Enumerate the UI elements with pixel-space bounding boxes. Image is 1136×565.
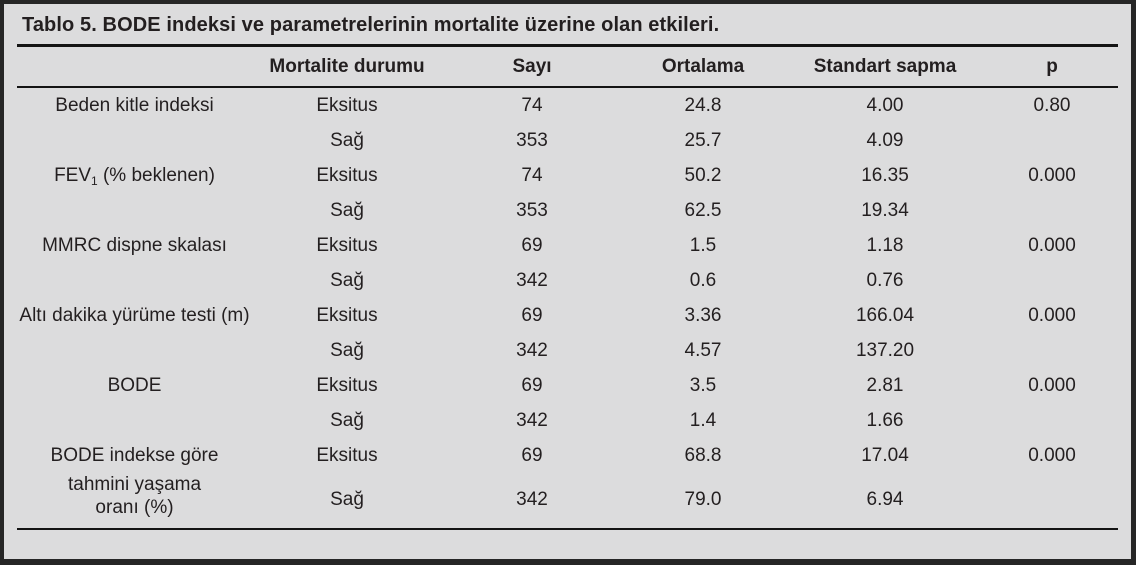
cell-status: Sağ [330,488,364,510]
cell-p: 0.000 [1028,375,1076,396]
table-row: BODE Eksitus 69 3.5 2.81 0.000 [17,368,1118,403]
cell-status: Eksitus [316,305,378,326]
header-row: Mortalite durumu Sayı Ortalama Standart … [17,47,1118,87]
cell-p: 0.000 [1028,165,1076,186]
cell-p [986,333,1118,368]
table-row: Sağ 353 25.7 4.09 [17,123,1118,158]
cell-count: 342 [516,340,548,361]
cell-status: Sağ [330,200,364,221]
table-row: Sağ 342 4.57 137.20 [17,333,1118,368]
cell-sd: 166.04 [855,305,915,326]
cell-parameter: BODE indekse göre tahmini yaşama oranı (… [17,438,252,525]
cell-sd: 19.34 [861,200,909,221]
cell-count: 74 [521,95,543,116]
column-header-parameter [17,47,252,87]
cell-count: 69 [521,445,543,466]
table-row: Sağ 342 1.4 1.66 [17,403,1118,438]
cell-sd: 6.94 [866,488,904,510]
cell-mean: 24.8 [684,95,722,116]
cell-p: 0.000 [1028,305,1076,326]
cell-count: 69 [521,375,543,396]
cell-sd: 137.20 [855,340,915,361]
column-header-mean: Ortalama [661,56,745,77]
cell-p [986,482,1118,526]
cell-parameter: FEV1 (% beklenen) [17,158,252,228]
cell-mean: 3.36 [684,305,722,326]
cell-mean: 3.5 [689,375,717,396]
subscript: 1 [91,174,98,188]
parameter-name-line2: tahmini yaşama [67,474,202,495]
cell-sd: 17.04 [861,445,909,466]
data-table: Mortalite durumu Sayı Ortalama Standart … [17,47,1118,525]
cell-count: 342 [516,270,548,291]
parameter-name: Beden kitle indeksi [55,95,214,116]
cell-status: Sağ [330,130,364,151]
cell-mean: 4.57 [684,340,722,361]
column-header-status: Mortalite durumu [269,56,425,77]
cell-p: 0.80 [1033,95,1071,116]
cell-mean: 50.2 [684,165,722,186]
cell-parameter: MMRC dispne skalası [17,228,252,298]
table-row: Altı dakika yürüme testi (m) Eksitus 69 … [17,298,1118,333]
cell-p [986,403,1118,438]
table-row: Sağ 353 62.5 19.34 [17,193,1118,228]
cell-mean: 1.4 [689,410,717,431]
cell-mean: 62.5 [684,200,722,221]
cell-sd: 2.81 [866,375,904,396]
cell-mean: 79.0 [684,488,722,510]
cell-sd: 4.09 [866,130,904,151]
cell-count: 69 [521,235,543,256]
cell-p [986,263,1118,298]
parameter-name-line3: oranı (%) [95,497,174,518]
cell-count: 353 [516,200,548,221]
cell-mean: 0.6 [689,270,717,291]
table-caption: Tablo 5. BODE indeksi ve parametrelerini… [22,14,720,36]
cell-status: Sağ [330,410,364,431]
cell-p: 0.000 [1028,445,1076,466]
cell-status: Eksitus [316,445,378,466]
column-header-p: p [1046,56,1058,77]
column-header-sd: Standart sapma [813,56,957,77]
cell-count: 342 [516,488,548,510]
cell-status: Eksitus [316,235,378,256]
cell-status: Sağ [330,270,364,291]
cell-p: 0.000 [1028,235,1076,256]
cell-count: 74 [521,165,543,186]
cell-mean: 25.7 [684,130,722,151]
cell-count: 69 [521,305,543,326]
cell-status: Eksitus [316,95,378,116]
parameter-name: FEV1 (% beklenen) [54,165,215,188]
table-row: Sağ 342 0.6 0.76 [17,263,1118,298]
table-row: Sağ 342 79.0 6.94 [17,482,1118,526]
cell-mean: 68.8 [684,445,722,466]
column-header-count: Sayı [512,56,552,77]
parameter-name: MMRC dispne skalası [42,235,227,256]
caption-divider [17,44,1118,47]
cell-status: Eksitus [316,165,378,186]
table-row: MMRC dispne skalası Eksitus 69 1.5 1.18 … [17,228,1118,263]
cell-mean: 1.5 [689,235,717,256]
cell-parameter: Beden kitle indeksi [17,87,252,158]
cell-sd: 0.76 [866,270,904,291]
cell-count: 353 [516,130,548,151]
table-row: Beden kitle indeksi Eksitus 74 24.8 4.00… [17,87,1118,123]
parameter-name: Altı dakika yürüme testi (m) [19,305,250,326]
cell-parameter: BODE [17,368,252,438]
table-row: FEV1 (% beklenen) Eksitus 74 50.2 16.35 … [17,158,1118,193]
cell-parameter: Altı dakika yürüme testi (m) [17,298,252,368]
table-row: BODE indekse göre tahmini yaşama oranı (… [17,438,1118,518]
cell-p [986,123,1118,158]
cell-sd: 1.18 [866,235,904,256]
cell-count: 342 [516,410,548,431]
cell-sd: 4.00 [866,95,904,116]
cell-p [986,193,1118,228]
cell-sd: 1.66 [866,410,904,431]
cell-status: Eksitus [316,375,378,396]
table-bottom-rule [17,528,1118,530]
cell-status: Sağ [330,340,364,361]
parameter-name: BODE [107,375,162,396]
parameter-name: BODE indekse göre [50,445,219,466]
cell-sd: 16.35 [861,165,909,186]
